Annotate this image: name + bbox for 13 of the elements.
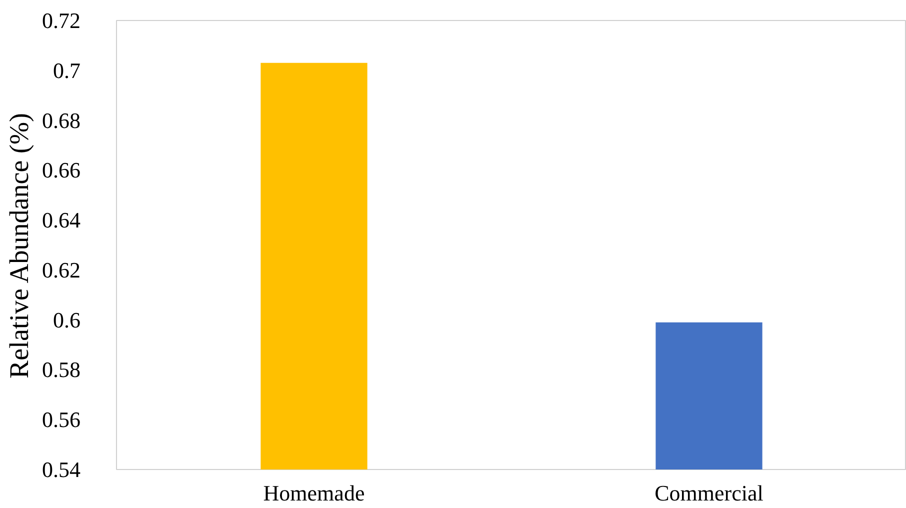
x-tick-label: Commercial [654,480,764,506]
y-tick-label: 0.56 [42,407,80,432]
y-tick-label: 0.62 [42,257,80,282]
y-tick-label: 0.68 [42,108,80,133]
y-axis-title: Relative Abundance (%) [4,113,34,378]
y-tick-label: 0.64 [42,208,80,233]
x-tick-label: Homemade [263,480,365,506]
y-tick-label: 0.72 [42,8,80,33]
y-tick-label: 0.58 [42,357,80,382]
y-tick-label: 0.54 [42,457,80,482]
y-tick-label: 0.7 [53,58,80,83]
y-tick-label: 0.66 [42,158,80,183]
y-tick-label: 0.6 [53,307,80,332]
